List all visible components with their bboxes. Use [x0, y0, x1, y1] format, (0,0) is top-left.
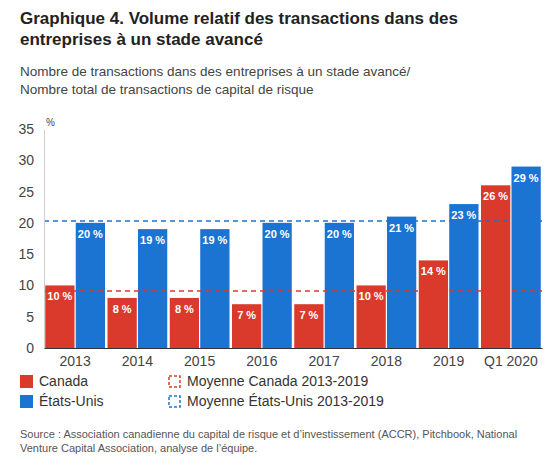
bar	[170, 298, 199, 348]
bar	[511, 167, 540, 348]
y-tick-label: 20	[18, 215, 34, 231]
bar	[200, 229, 229, 348]
y-tick-label: 15	[18, 246, 34, 262]
y-tick: 25	[18, 184, 44, 200]
x-tick-label: Q1 2020	[484, 353, 538, 369]
legend-label: Moyenne États-Unis 2013-2019	[187, 393, 384, 409]
y-axis-unit: %	[46, 117, 55, 128]
y-tick: 35	[18, 121, 44, 137]
y-tick: 0	[26, 340, 44, 356]
text-line: entreprises à un stade avancé	[20, 30, 263, 49]
y-tick-label: 35	[18, 121, 34, 137]
x-tick-label: 2015	[184, 353, 215, 369]
data-label: 10 %	[359, 290, 384, 302]
y-tick: 30	[18, 152, 44, 168]
title: Graphique 4. Volume relatif des transact…	[20, 9, 458, 49]
legend-swatch	[169, 376, 180, 387]
bar-series	[45, 185, 510, 348]
y-tick: 10	[18, 277, 44, 293]
chart: Graphique 4. Volume relatif des transact…	[0, 0, 555, 471]
x-tick: 2018	[371, 348, 402, 369]
legend-label: États-Unis	[39, 393, 104, 409]
text-line: Source : Association canadienne du capit…	[20, 428, 517, 440]
x-tick: 2013	[60, 348, 91, 369]
data-label: 26 %	[483, 190, 508, 202]
data-label: 20 %	[265, 228, 290, 240]
bar	[45, 285, 74, 348]
data-label: 8 %	[175, 303, 194, 315]
y-tick: 5	[26, 309, 44, 325]
data-label: 7 %	[299, 309, 318, 321]
subtitle: Nombre de transactions dans des entrepri…	[20, 64, 410, 97]
data-label: 10 %	[47, 290, 72, 302]
x-axis: 2013 2014 2015 2016 2017 2018 2019 Q1 2020	[45, 348, 543, 369]
y-tick-label: 5	[26, 309, 34, 325]
text-line: Venture Capital Association, analyse de …	[20, 442, 257, 454]
data-label: 23 %	[451, 209, 476, 221]
bar	[76, 223, 105, 348]
bar	[107, 298, 136, 348]
y-tick: 15	[18, 246, 44, 262]
source: Source : Association canadienne du capit…	[20, 428, 517, 454]
legend-label: Moyenne Canada 2013-2019	[187, 373, 369, 389]
reference-line	[44, 290, 542, 292]
y-tick-label: 25	[18, 184, 34, 200]
x-tick-label: 2013	[60, 353, 91, 369]
bar	[356, 285, 385, 348]
x-tick: 2017	[309, 348, 340, 369]
x-tick: 2016	[246, 348, 277, 369]
bar-series	[76, 167, 541, 348]
legend-label: Canada	[39, 373, 88, 389]
data-label: 19 %	[202, 234, 227, 246]
y-tick-label: 0	[26, 340, 34, 356]
x-tick-label: 2018	[371, 353, 402, 369]
bar	[325, 223, 354, 348]
data-label: 29 %	[514, 172, 539, 184]
text-line: Nombre de transactions dans des entrepri…	[20, 64, 410, 79]
y-tick-label: 10	[18, 277, 34, 293]
text-line: Graphique 4. Volume relatif des transact…	[20, 9, 458, 28]
data-label: 20 %	[327, 228, 352, 240]
text-line: Nombre total de transactions de capital …	[20, 82, 313, 97]
x-tick: Q1 2020	[484, 348, 538, 369]
bar	[294, 304, 323, 348]
x-axis-line	[45, 348, 543, 349]
bar	[138, 229, 167, 348]
x-tick-label: 2019	[433, 353, 464, 369]
bar	[449, 204, 478, 348]
bar	[387, 217, 416, 348]
data-labels: 10 % 8 % 8 % 7 % 7 % 10 % 14 % 26 % 20 % 19 % 19 %…	[47, 172, 539, 322]
data-label: 8 %	[113, 303, 132, 315]
y-tick: 20	[18, 215, 44, 231]
legend-swatch	[169, 396, 180, 407]
bar	[232, 304, 261, 348]
x-tick-label: 2016	[246, 353, 277, 369]
bar	[262, 223, 291, 348]
bar	[419, 260, 448, 348]
data-label: 19 %	[140, 234, 165, 246]
y-tick-label: 30	[18, 152, 34, 168]
bar	[481, 185, 510, 348]
data-label: 20 %	[78, 228, 103, 240]
x-tick-label: 2017	[309, 353, 340, 369]
data-label: 7 %	[237, 309, 256, 321]
legend-swatch	[20, 375, 33, 388]
data-label: 21 %	[389, 222, 414, 234]
x-tick-label: 2014	[122, 353, 153, 369]
data-label: 14 %	[421, 265, 446, 277]
y-axis: 0 5 10 15 20 25 30 35	[18, 121, 44, 356]
legend: Canada États-Unis Moyenne Canada 2013-2019…	[20, 373, 384, 409]
x-tick: 2015	[184, 348, 215, 369]
plot-area	[44, 167, 542, 348]
legend-swatch	[20, 395, 33, 408]
x-tick: 2014	[122, 348, 153, 369]
y-axis-line	[44, 130, 45, 349]
x-tick: 2019	[433, 348, 464, 369]
